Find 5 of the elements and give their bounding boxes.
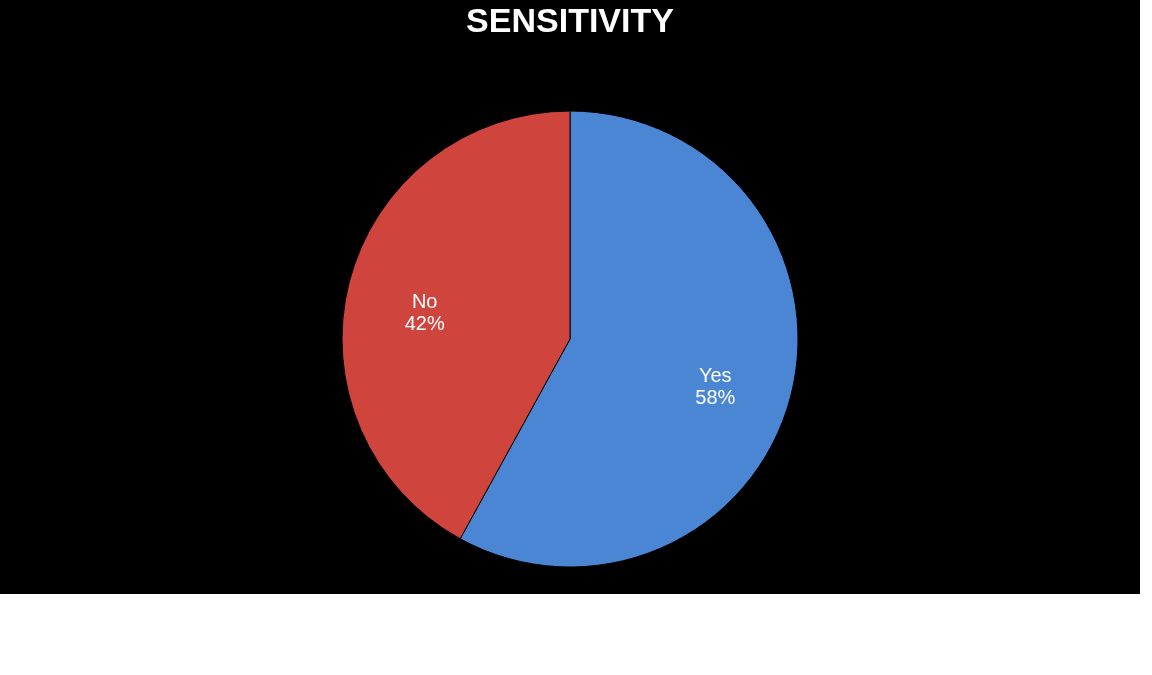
slice-label: No <box>411 289 438 312</box>
slice-label: Yes <box>698 364 732 387</box>
data-label: 42% <box>404 311 445 334</box>
data-label: 58% <box>695 386 736 409</box>
chart-title: SENSITIVITY <box>466 1 675 39</box>
